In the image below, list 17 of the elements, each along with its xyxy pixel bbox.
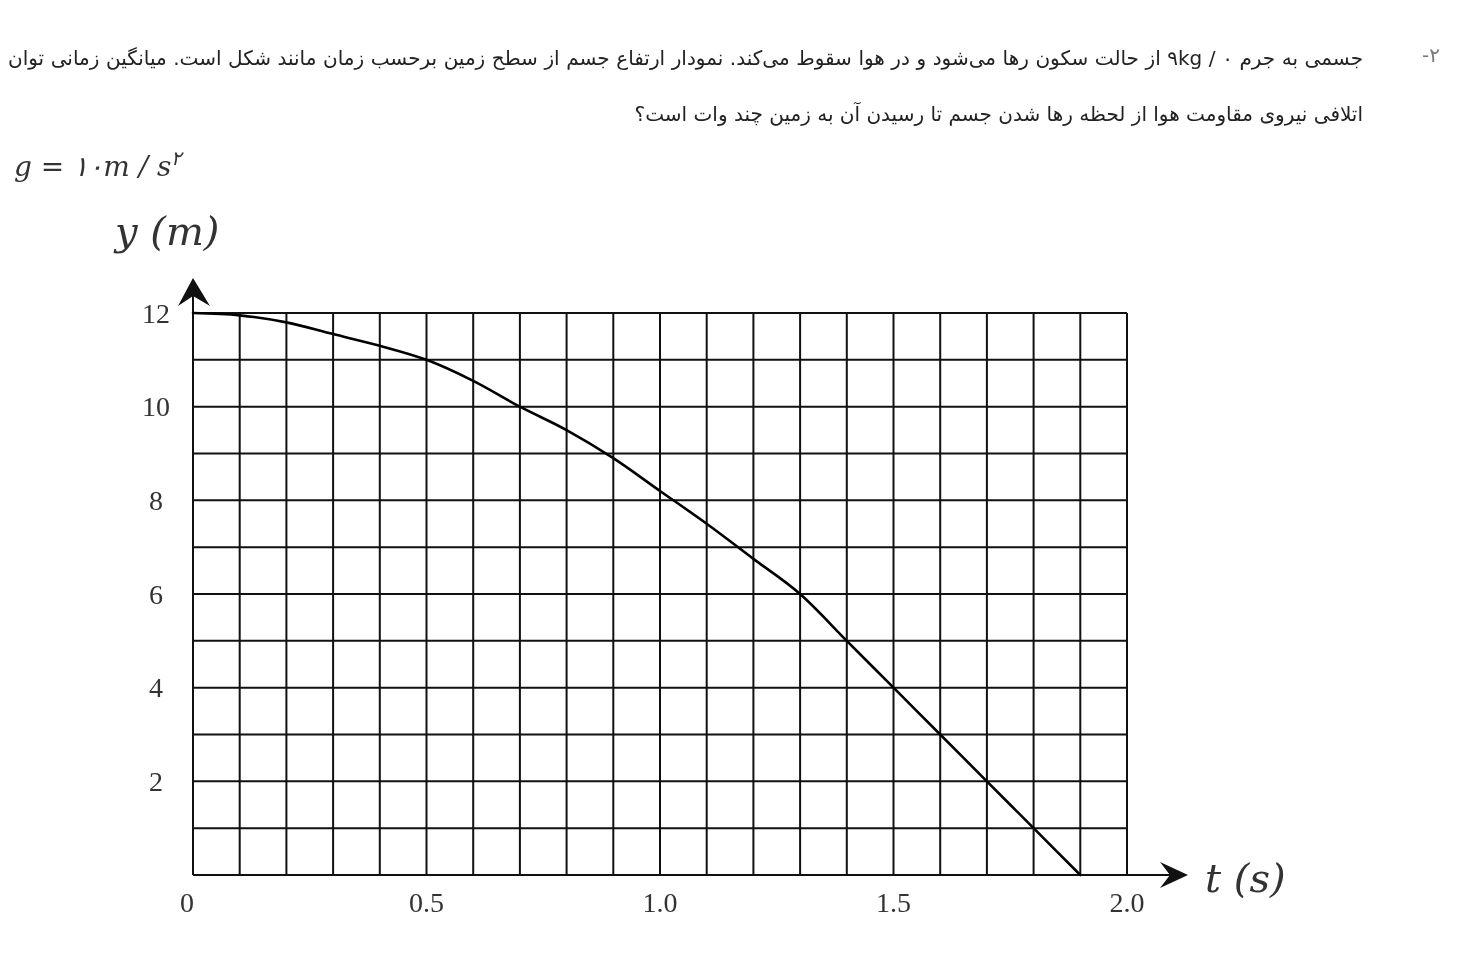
x-tick-label: 0.5 bbox=[409, 887, 444, 918]
text: g = ۱۰m / s$^{۲}$ bbox=[14, 146, 185, 183]
chart-title: جسمی به جرم ۰ / ۹kg از حالت سکون رها می‌شود و در هوا سقوط می‌کند. نمودار ارتفاع جسم از سطح زمین برحسب زمان مانند شکل است. میانگین زمانی توان اتلافی نیروی مقاومت هوا از لحظه رها شدن جسم تا رسیدن آن به زمین چند وات است؟ bbox=[8, 46, 1363, 126]
x-tick-label: 0 bbox=[180, 887, 194, 918]
text: ۲- bbox=[1422, 43, 1440, 67]
y-tick-label: 12 bbox=[142, 297, 170, 329]
x-tick-label: 1.5 bbox=[876, 887, 911, 918]
y-tick-label: 10 bbox=[142, 391, 170, 423]
y-tick-label: 2 bbox=[149, 766, 163, 798]
y-tick-label: 4 bbox=[149, 672, 163, 704]
x-axis-title: t (s) bbox=[1205, 855, 1286, 901]
y-tick-label: 8 bbox=[149, 485, 163, 517]
line-series bbox=[191, 311, 1082, 877]
y-axis-title: y (m) bbox=[113, 208, 220, 254]
x-tick-label: 2.0 bbox=[1109, 887, 1145, 918]
x-tick-label: 1.0 bbox=[642, 887, 678, 918]
y-tick-label: 6 bbox=[149, 578, 163, 610]
